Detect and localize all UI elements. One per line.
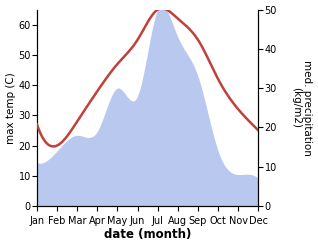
- X-axis label: date (month): date (month): [104, 228, 191, 242]
- Y-axis label: max temp (C): max temp (C): [5, 72, 16, 144]
- Y-axis label: med. precipitation
(kg/m2): med. precipitation (kg/m2): [291, 60, 313, 156]
